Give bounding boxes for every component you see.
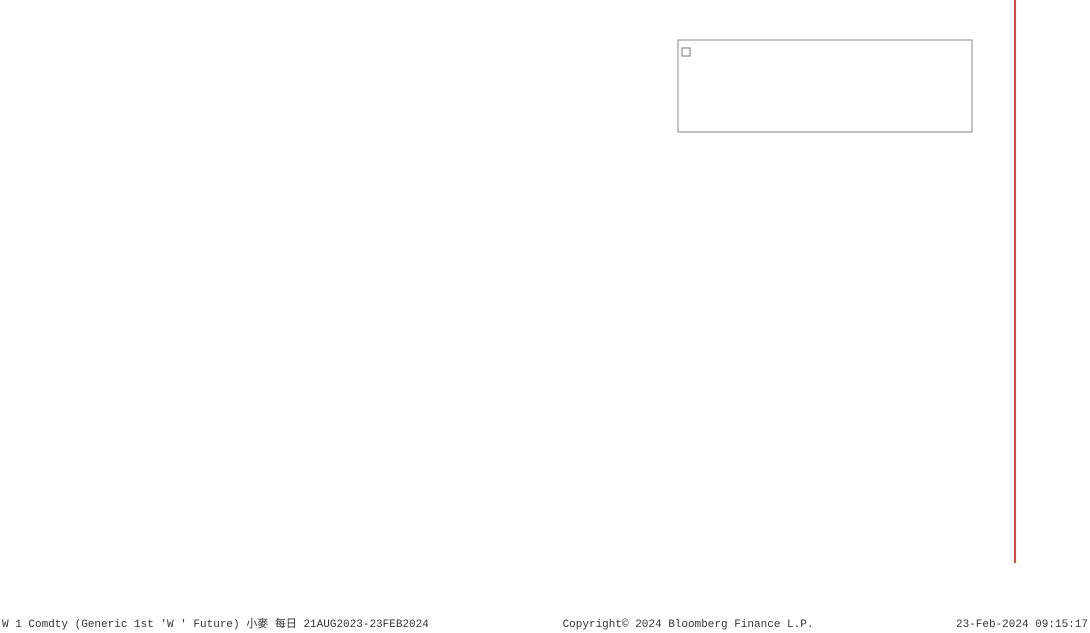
footer-center: Copyright© 2024 Bloomberg Finance L.P. [563,619,814,631]
legend-box [677,39,973,133]
footer-right: 23-Feb-2024 09:15:17 [956,619,1088,631]
legend [677,39,973,133]
footer-left: W 1 Comdty (Generic 1st 'W ' Future) 小麥 … [2,616,429,631]
legend-icon [681,47,691,57]
